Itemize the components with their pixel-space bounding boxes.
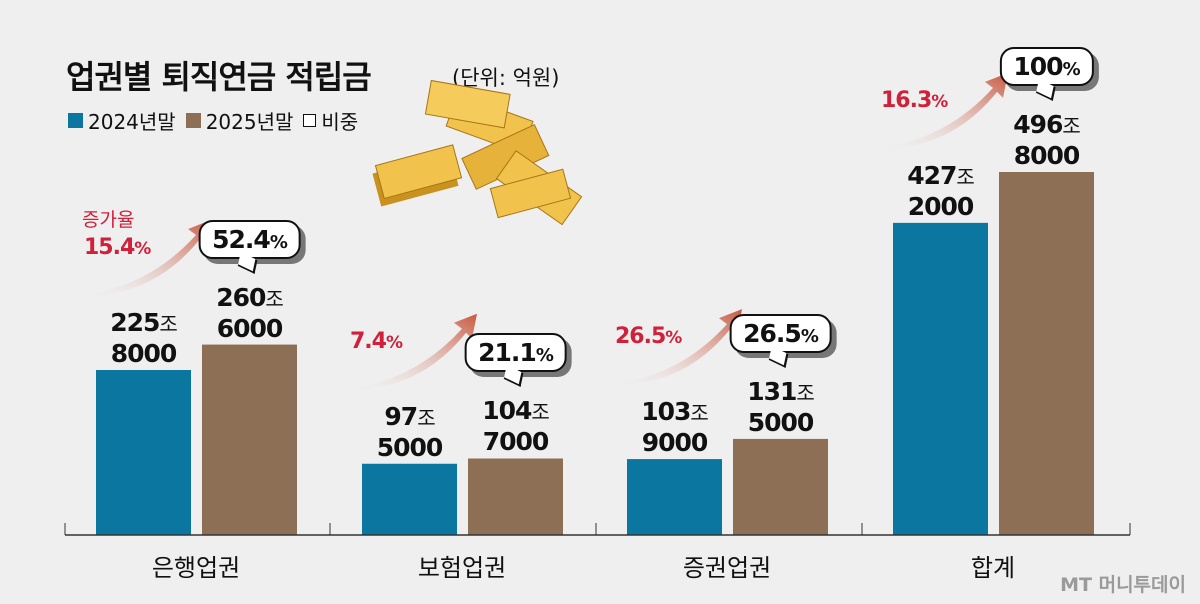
growth-arrow-icon [76, 220, 211, 296]
share-bubble: 52.4% [198, 219, 301, 259]
x-axis [64, 523, 1131, 536]
bar-2025년말 [468, 458, 563, 535]
unit-label: (단위: 억원) [452, 66, 560, 90]
data-label: 104조 7000 [482, 396, 550, 457]
growth-rate-title: 증가율 [82, 209, 135, 231]
legend-swatch [68, 113, 83, 128]
data-label: 260조 6000 [216, 282, 284, 343]
data-label: 131조 5000 [747, 376, 815, 437]
legend-item-2025: 2025년말 [185, 106, 294, 135]
chart-title: 업권별 퇴직연금 적립금 [66, 58, 372, 96]
bar-2025년말 [733, 438, 828, 535]
bar-2024년말 [96, 370, 191, 535]
data-label: 97조 5000 [376, 401, 444, 462]
legend: 2024년말 2025년말 비중 [68, 106, 358, 135]
growth-rate: 26.5% [615, 324, 682, 350]
watermark: MT 머니투데이 [1060, 574, 1186, 596]
data-label: 496조 8000 [1013, 110, 1081, 170]
category-label: 보험업권 [417, 554, 507, 582]
growth-rate: 15.4% [84, 235, 151, 260]
legend-swatch [185, 113, 201, 128]
data-label: 103조 9000 [641, 397, 709, 458]
bar-2024년말 [893, 222, 988, 535]
bar-2025년말 [202, 344, 297, 535]
growth-rate: 16.3% [881, 87, 948, 113]
bar-2024년말 [362, 463, 457, 535]
money-illustration [372, 79, 583, 226]
category-label: 합계 [970, 554, 1016, 582]
legend-item-2024: 2024년말 [68, 106, 176, 135]
legend-label: 2024년말 [88, 110, 176, 134]
growth-arrow-icon [607, 309, 742, 385]
share-bubble: 21.1% [464, 333, 567, 373]
legend-label: 2025년말 [205, 110, 294, 134]
category-label: 증권업권 [682, 554, 772, 582]
data-label: 427조 2000 [907, 160, 975, 221]
share-bubble: 100% [999, 47, 1094, 86]
growth-rate: 7.4% [350, 328, 403, 354]
legend-swatch [303, 114, 317, 127]
legend-item-share: 비중 [303, 106, 358, 135]
growth-arrow-icon [342, 313, 477, 390]
growth-arrow-icon [873, 72, 1008, 149]
data-label: 225조 8000 [110, 308, 178, 368]
legend-label: 비중 [321, 110, 359, 134]
category-label: 은행업권 [151, 554, 241, 582]
share-bubble: 26.5% [729, 313, 832, 353]
bar-2025년말 [999, 172, 1094, 535]
bar-2024년말 [627, 459, 722, 535]
